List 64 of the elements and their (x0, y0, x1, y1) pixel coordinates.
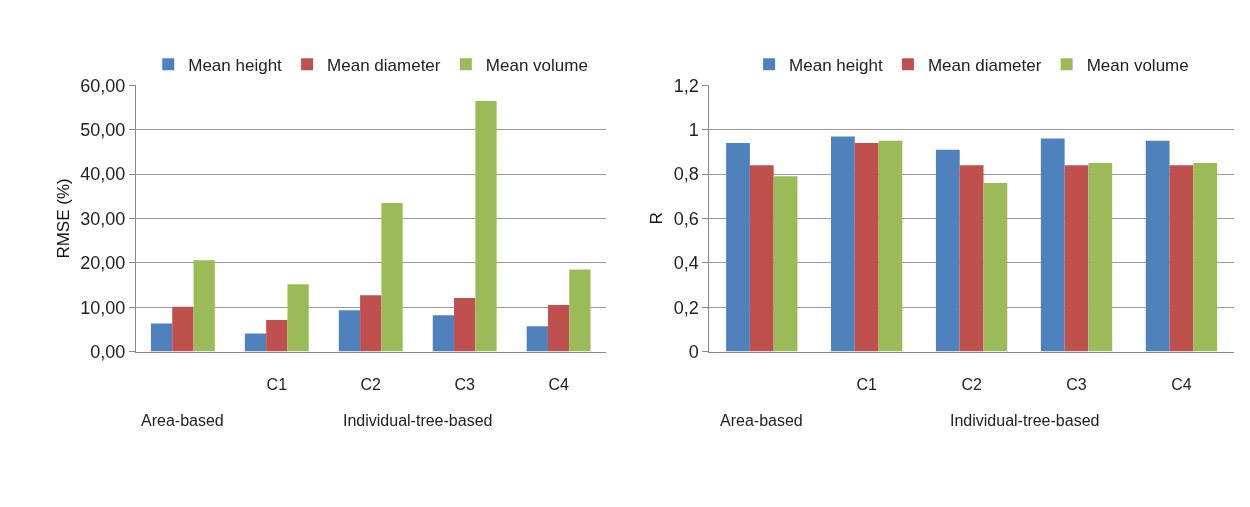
x-tick-label: C1 (856, 375, 878, 393)
y-tick-label: 1 (688, 120, 699, 141)
bar (432, 315, 455, 352)
y-axis-title: RMSE (%) (53, 178, 73, 259)
bar (360, 295, 382, 352)
legend-label: Mean diameter (327, 55, 441, 75)
legend-label: Mean height (789, 55, 883, 75)
y-tick-label: 20,00 (80, 253, 126, 274)
bar (1064, 165, 1089, 352)
x-tick-label: C2 (961, 375, 982, 393)
y-tick-label: 60,00 (80, 75, 126, 96)
y-tick-label: 0,00 (90, 341, 126, 362)
bar (193, 260, 215, 352)
y-tick-label: 0,2 (673, 297, 699, 318)
bar (287, 284, 309, 352)
x-tick-label: C4 (548, 375, 569, 393)
bar (878, 140, 903, 352)
legend-label: Mean volume (1086, 55, 1189, 75)
x-tick-label: C3 (1066, 375, 1087, 393)
bar (150, 323, 173, 352)
text: Area-based (141, 412, 224, 429)
bar (726, 143, 750, 352)
bar (381, 202, 403, 352)
legend-label: Mean diameter (927, 55, 1042, 75)
bar (831, 136, 855, 352)
y-tick-label: 0,6 (673, 208, 699, 229)
bar (1193, 163, 1218, 352)
legend-label: Mean volume (485, 55, 588, 75)
y-tick-label: 0,8 (673, 164, 699, 185)
x-tick-label: C3 (454, 375, 476, 393)
y-tick-label: 0,4 (673, 253, 699, 274)
bar (749, 165, 774, 352)
bar (959, 165, 984, 352)
bar (547, 304, 570, 352)
bar (1145, 140, 1170, 352)
x-tick-label: C1 (266, 375, 288, 393)
bar (854, 143, 879, 352)
bar (172, 306, 194, 352)
bar (1169, 165, 1194, 352)
bar (983, 182, 1008, 352)
bar (475, 100, 497, 352)
text: Area-based (720, 412, 803, 429)
bar (935, 149, 960, 352)
bar (569, 269, 591, 352)
legend-label: Mean height (188, 55, 283, 75)
y-tick-label: 50,00 (80, 120, 126, 141)
y-tick-label: 0 (688, 341, 699, 362)
text: Individual-tree-based (343, 412, 493, 429)
y-axis-title: R (647, 212, 667, 225)
bar (1088, 163, 1113, 352)
bar (454, 297, 476, 352)
bar (266, 320, 288, 352)
bar (526, 326, 548, 352)
y-tick-label: 30,00 (80, 208, 126, 229)
bar (1040, 138, 1065, 352)
text: Individual-tree-based (950, 412, 1100, 429)
bar (244, 333, 267, 352)
x-tick-label: C2 (360, 375, 382, 393)
bar (338, 310, 361, 352)
x-tick-label: C4 (1171, 375, 1192, 393)
y-tick-label: 10,00 (80, 297, 126, 318)
y-tick-label: 40,00 (80, 164, 126, 185)
bar (773, 176, 798, 352)
y-tick-label: 1,2 (673, 75, 699, 96)
